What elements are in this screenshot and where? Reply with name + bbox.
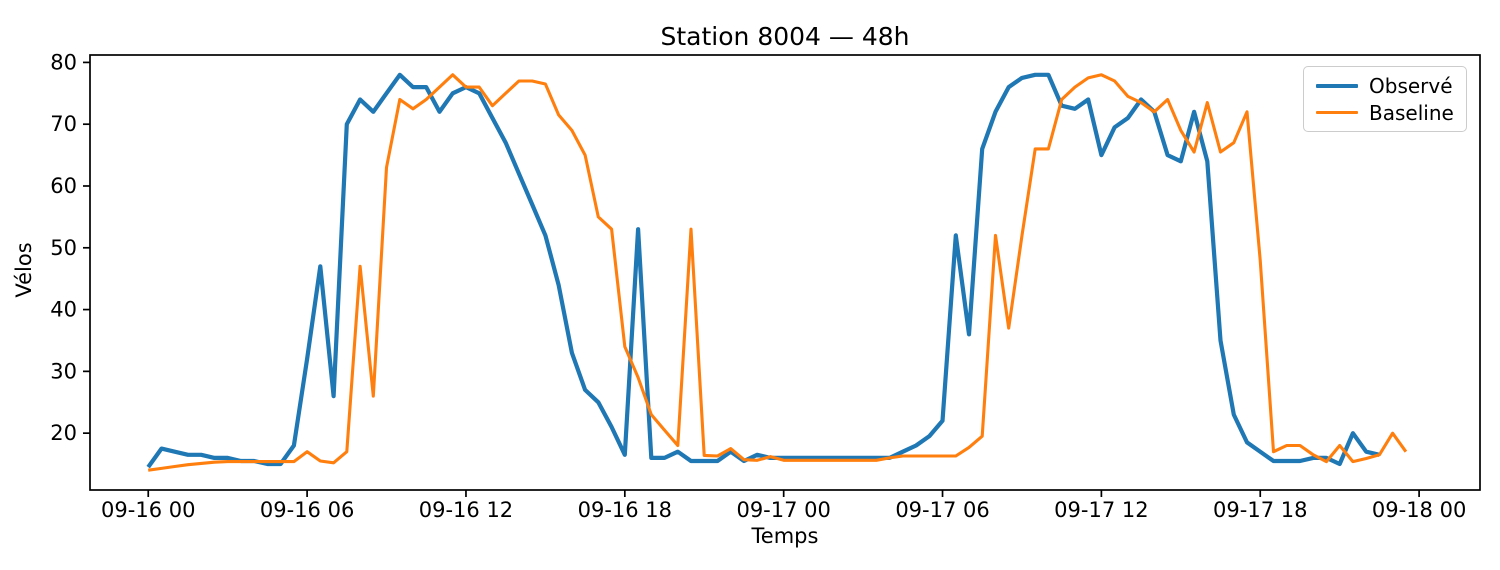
- legend-label-baseline: Baseline: [1369, 100, 1454, 125]
- y-tick-label: 20: [50, 421, 77, 445]
- legend-item-observe: Observé: [1304, 76, 1466, 96]
- x-tick-label: 09-17 00: [736, 498, 830, 522]
- legend-item-baseline: Baseline: [1304, 103, 1466, 123]
- legend-label-observe: Observé: [1369, 73, 1453, 98]
- x-tick-label: 09-16 00: [101, 498, 195, 522]
- y-tick-label: 80: [50, 50, 77, 74]
- y-tick-label: 50: [50, 236, 77, 260]
- x-tick-label: 09-16 18: [578, 498, 672, 522]
- x-tick-label: 09-16 06: [260, 498, 354, 522]
- x-tick-label: 09-18 00: [1372, 498, 1466, 522]
- y-tick-label: 60: [50, 174, 77, 198]
- y-axis-label: Vélos: [12, 242, 36, 298]
- observe-line-icon: [1316, 83, 1358, 88]
- observe-series-line: [146, 72, 1380, 469]
- baseline-line-icon: [1316, 111, 1358, 114]
- y-tick-label: 40: [50, 298, 77, 322]
- y-tick-label: 70: [50, 112, 77, 136]
- x-tick-label: 09-16 12: [419, 498, 513, 522]
- x-axis-label: Temps: [751, 524, 819, 548]
- legend: Observé Baseline: [1303, 66, 1467, 132]
- x-tick-label: 09-17 12: [1054, 498, 1148, 522]
- chart-title: Station 8004 — 48h: [660, 22, 910, 51]
- axes-spines: [89, 54, 1481, 491]
- x-tick-label: 09-17 18: [1213, 498, 1307, 522]
- baseline-series-line: [147, 73, 1408, 472]
- x-tick-label: 09-17 06: [895, 498, 989, 522]
- y-tick-label: 30: [50, 359, 77, 383]
